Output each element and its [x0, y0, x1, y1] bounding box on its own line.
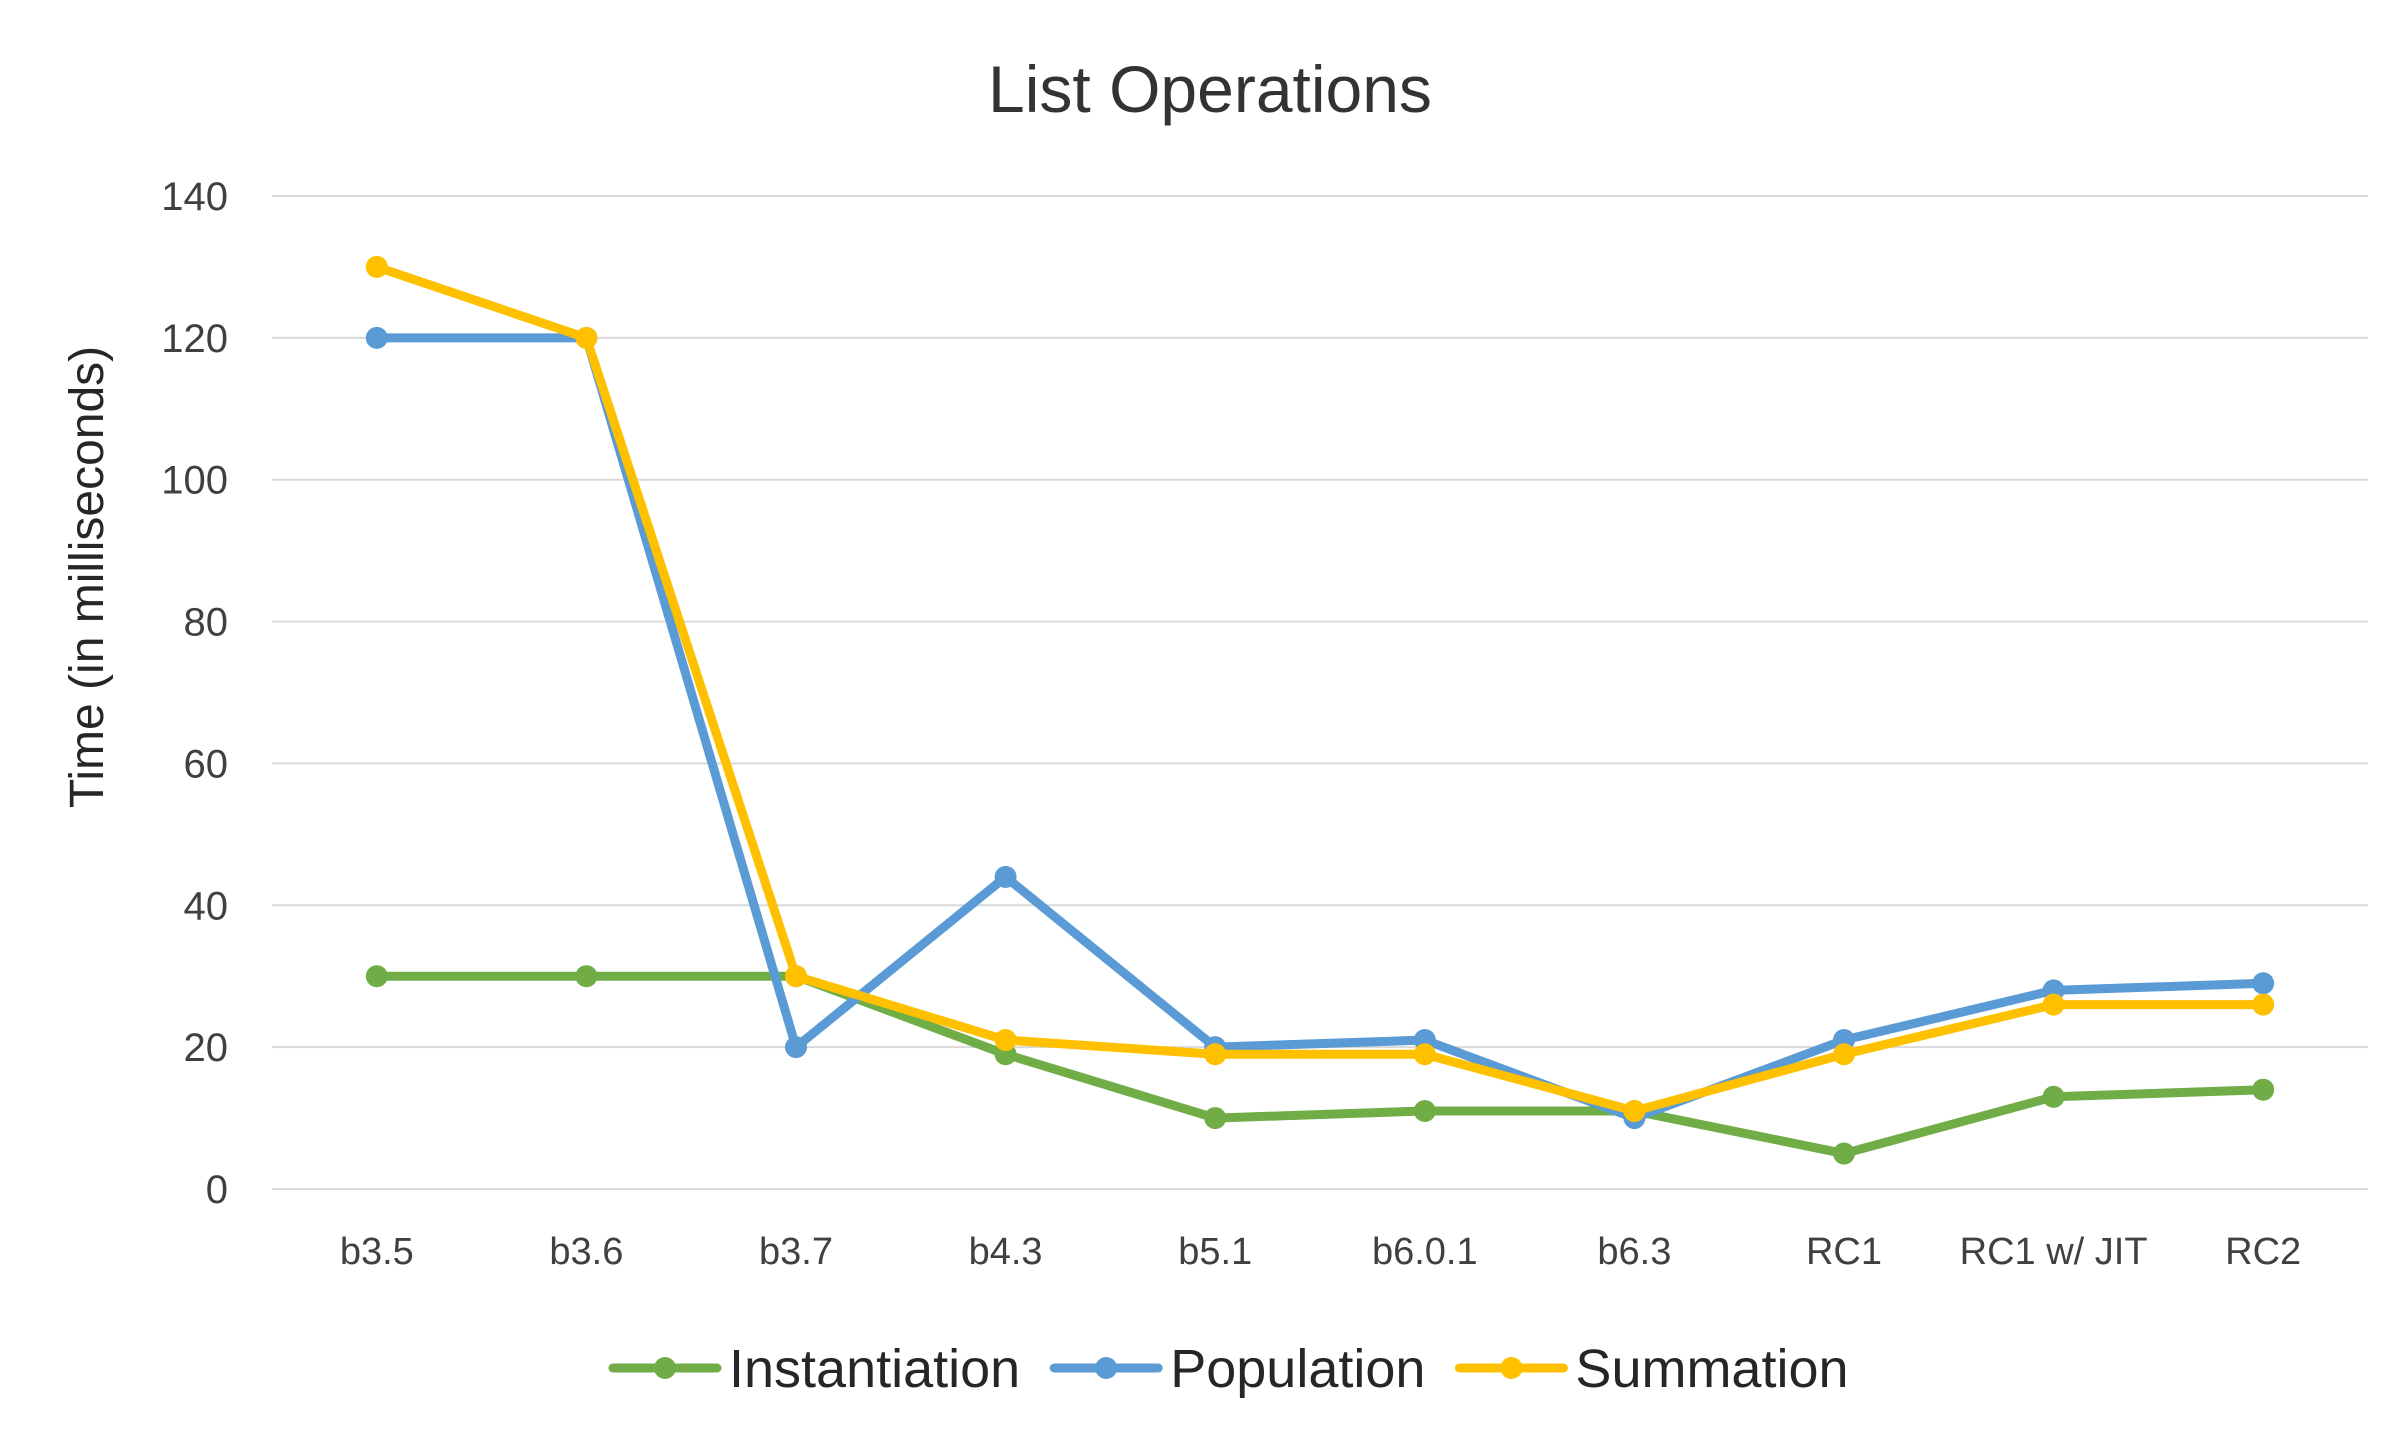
- data-point: [2252, 993, 2275, 1016]
- data-point: [2042, 993, 2065, 1016]
- data-point: [2252, 1078, 2275, 1101]
- x-tick-label: b6.3: [1597, 1231, 1671, 1273]
- chart-title: List Operations: [988, 52, 1432, 126]
- data-point: [365, 255, 388, 278]
- legend-item: Instantiation: [608, 1339, 1020, 1399]
- legend-marker: [1500, 1357, 1523, 1379]
- data-point: [994, 865, 1017, 888]
- legend-label: Summation: [1575, 1339, 1848, 1399]
- x-tick-label: b3.6: [549, 1231, 623, 1273]
- series-line: [372, 262, 2268, 1116]
- y-tick-label: 80: [184, 601, 229, 645]
- data-point: [1623, 1099, 1646, 1122]
- x-tick-label: RC1 w/ JIT: [1960, 1231, 2148, 1273]
- data-point: [365, 326, 388, 349]
- data-point: [575, 965, 598, 988]
- series-line: [372, 333, 2268, 1123]
- y-axis-ticks: 0 20 40 60 80 100 120 140: [161, 175, 228, 1212]
- y-tick-label: 120: [161, 317, 228, 361]
- legend-item: Summation: [1454, 1339, 1849, 1399]
- data-point: [785, 965, 807, 988]
- legend-marker: [654, 1357, 676, 1379]
- x-tick-label: b4.3: [969, 1231, 1043, 1273]
- x-tick-label: RC1: [1806, 1231, 1882, 1273]
- x-tick-label: b5.1: [1178, 1231, 1252, 1273]
- legend-item: Population: [1049, 1339, 1425, 1399]
- data-point: [575, 326, 598, 349]
- series-lines: [365, 255, 2275, 1165]
- data-point: [1413, 1099, 1436, 1122]
- legend: Instantiation Population Summation: [608, 1339, 1849, 1399]
- data-point: [365, 965, 388, 988]
- x-axis-ticks: b3.5 b3.6 b3.7 b4.3 b5.1 b6.0.1 b6.3 RC1 RC1 w/ …: [340, 1231, 2301, 1273]
- series-line: [372, 971, 2268, 1159]
- data-point: [1204, 1043, 1227, 1066]
- data-point: [1833, 1142, 1855, 1165]
- y-tick-label: 20: [184, 1026, 229, 1070]
- legend-marker: [1095, 1357, 1118, 1379]
- y-tick-label: 100: [161, 459, 228, 503]
- legend-label: Population: [1170, 1339, 1425, 1399]
- data-point: [2042, 1085, 2065, 1108]
- data-point: [2252, 972, 2275, 995]
- y-tick-label: 40: [184, 884, 229, 928]
- legend-label: Instantiation: [729, 1339, 1020, 1399]
- data-point: [1413, 1043, 1436, 1066]
- y-axis-label: Time (in milliseconds): [61, 346, 114, 808]
- x-tick-label: b3.7: [759, 1231, 833, 1273]
- data-point: [1833, 1043, 1855, 1066]
- x-tick-label: RC2: [2225, 1231, 2301, 1273]
- y-tick-label: 60: [184, 742, 229, 786]
- x-tick-label: b3.5: [340, 1231, 414, 1273]
- data-point: [785, 1036, 807, 1059]
- data-point: [994, 1029, 1017, 1052]
- x-tick-label: b6.0.1: [1372, 1231, 1478, 1273]
- y-tick-label: 0: [206, 1168, 228, 1212]
- gridlines: [272, 195, 2368, 1190]
- data-point: [1204, 1107, 1227, 1130]
- y-tick-label: 140: [161, 175, 228, 219]
